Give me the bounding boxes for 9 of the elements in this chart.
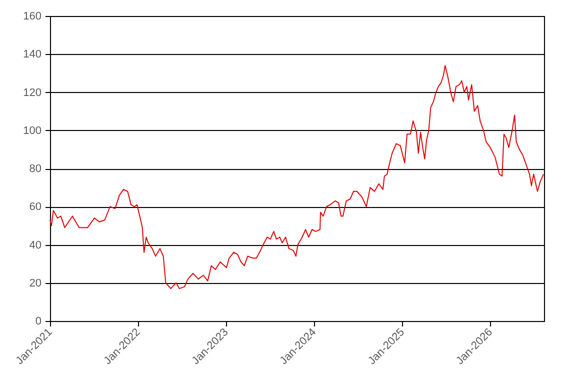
y-tick-label: 140 [23, 48, 42, 61]
y-tick-label: 40 [29, 239, 42, 252]
y-tick-label: 0 [35, 316, 42, 328]
y-tick-label: 80 [29, 163, 42, 175]
y-tick-label: 100 [23, 124, 42, 137]
y-tick-label: 60 [29, 201, 42, 214]
y-tick-label: 120 [23, 86, 42, 99]
y-tick-label: 160 [23, 10, 42, 22]
y-tick-label: 20 [29, 277, 42, 290]
